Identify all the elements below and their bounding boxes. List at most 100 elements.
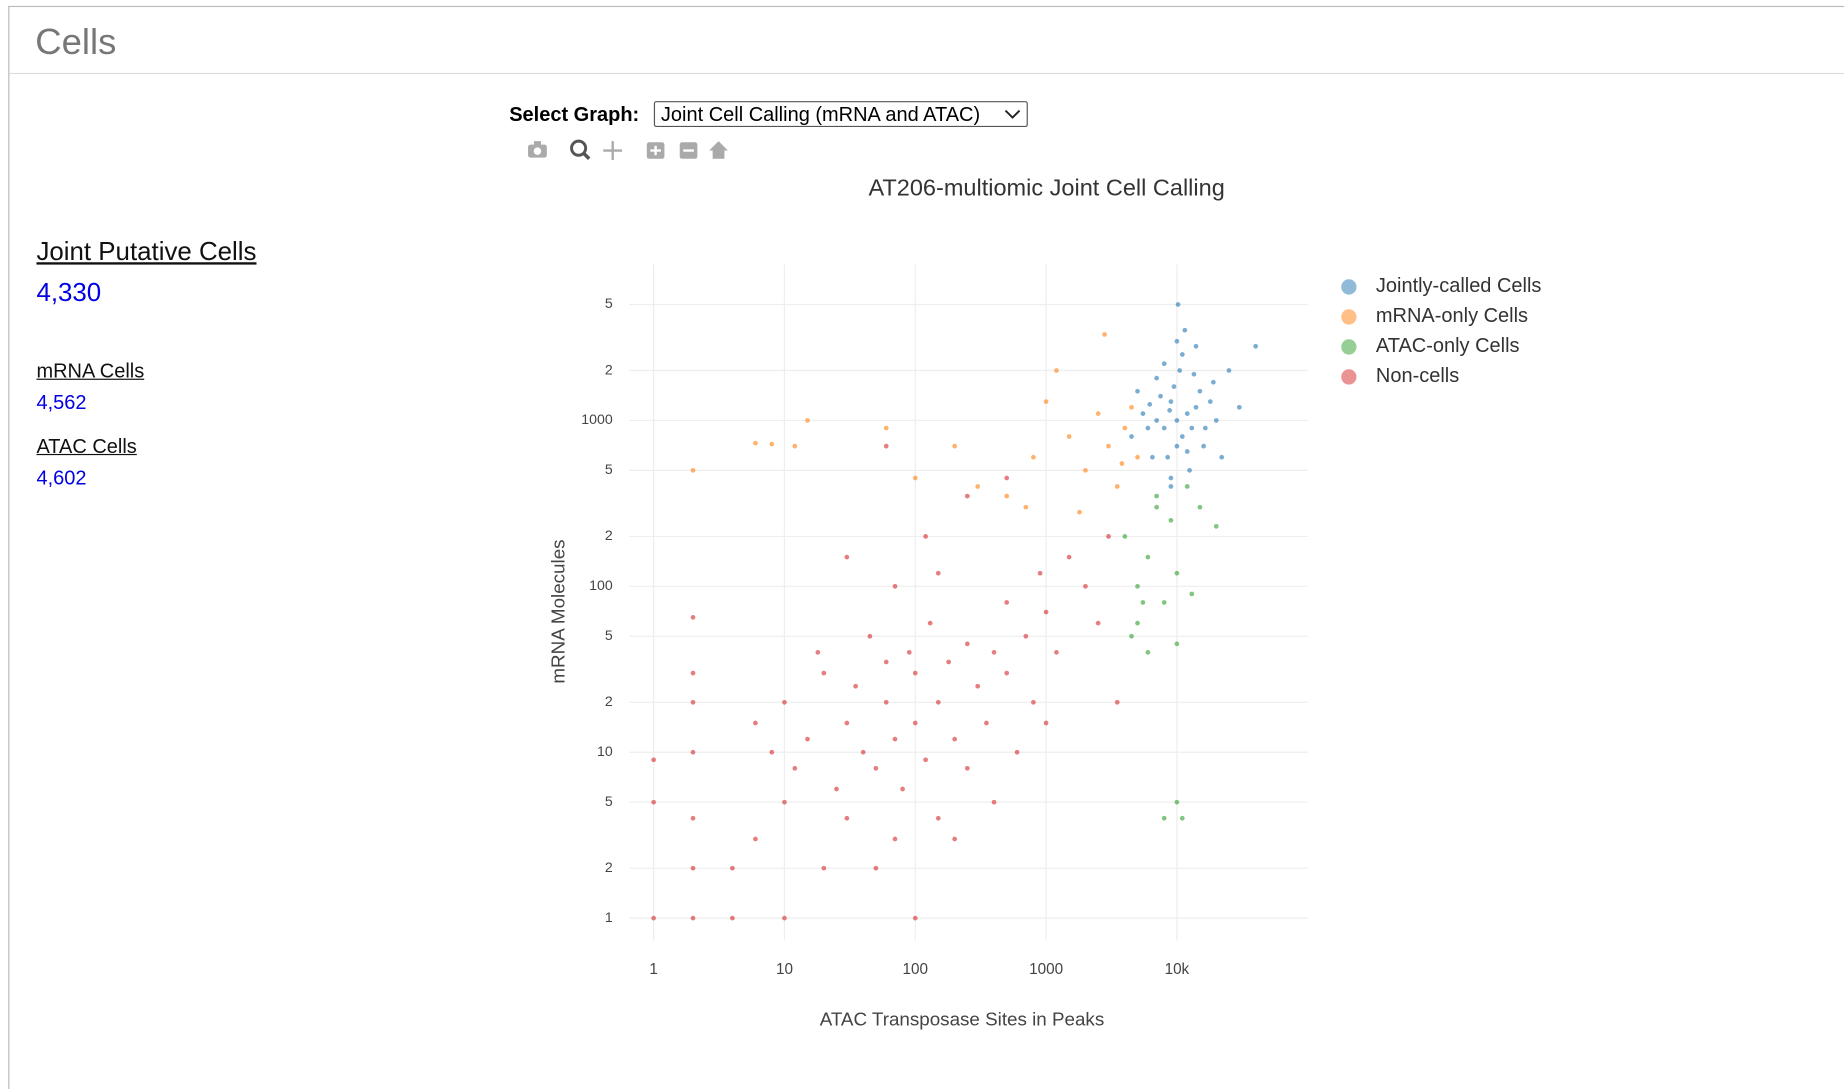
point (1168, 484, 1174, 489)
point (1177, 368, 1183, 373)
point (1145, 650, 1151, 655)
point (946, 659, 952, 665)
point (690, 915, 696, 921)
legend-swatch (1341, 369, 1357, 385)
point (912, 670, 918, 676)
point (769, 441, 775, 447)
legend-label: Jointly-called Cells (1376, 275, 1542, 297)
point (935, 815, 941, 821)
point (1175, 302, 1181, 307)
legend-label: Non-cells (1376, 365, 1459, 387)
point (1106, 443, 1111, 449)
toolbar (528, 139, 728, 161)
point (690, 670, 696, 676)
point (912, 915, 918, 921)
point (1004, 670, 1010, 676)
point (935, 699, 941, 705)
point (753, 720, 758, 726)
toolbar-zoom-in[interactable] (646, 142, 665, 159)
point (792, 765, 798, 771)
point (860, 749, 866, 755)
point (952, 836, 957, 842)
point (1154, 504, 1159, 510)
point (821, 670, 827, 676)
point (1213, 523, 1219, 529)
point (1043, 609, 1049, 615)
point (1077, 509, 1082, 515)
page-title: Cells (35, 21, 117, 63)
point (923, 534, 928, 539)
point (730, 865, 735, 871)
metric-value: 4,602 (36, 466, 87, 490)
point (1145, 554, 1151, 560)
point (1043, 720, 1049, 726)
metric-label: ATAC Cells (36, 435, 137, 458)
toolbar-camera[interactable] (528, 141, 547, 158)
point (1147, 402, 1153, 407)
series (651, 443, 1120, 921)
point (1168, 399, 1174, 404)
y-tick-label: 2 (605, 361, 613, 377)
y-tick-label: 2 (605, 859, 613, 875)
point (1102, 332, 1107, 337)
point (873, 865, 879, 871)
point (984, 720, 989, 726)
point (844, 554, 850, 560)
point (1191, 371, 1197, 377)
toolbar-zoom[interactable] (570, 139, 591, 161)
point (1174, 418, 1180, 423)
point (1179, 352, 1185, 357)
point (1165, 454, 1171, 460)
point (805, 418, 810, 423)
point (1004, 493, 1010, 499)
point (964, 641, 970, 647)
point (1145, 425, 1151, 431)
point (690, 815, 696, 821)
select-value: Joint Cell Calling (mRNA and ATAC) (660, 103, 981, 126)
point (1150, 454, 1155, 460)
point (1207, 399, 1213, 404)
point (1122, 534, 1128, 539)
point (1161, 361, 1167, 367)
point (900, 786, 905, 792)
point (753, 440, 758, 446)
point (883, 443, 889, 449)
point (1066, 434, 1072, 439)
point (1135, 388, 1140, 394)
point (1129, 434, 1134, 439)
point (1167, 408, 1172, 413)
point (1122, 425, 1128, 431)
point (1168, 517, 1174, 523)
point (690, 749, 696, 755)
y-axis-title: mRNA Molecules (548, 539, 569, 683)
point (1174, 570, 1180, 576)
toolbar-pan[interactable] (603, 141, 623, 160)
point (1154, 418, 1159, 423)
chart-title: AT206-multiomic Joint Cell Calling (868, 175, 1224, 201)
point (651, 799, 656, 805)
point (1197, 504, 1203, 510)
x-axis-title: ATAC Transposase Sites in Peaks (820, 1009, 1105, 1030)
point (1135, 620, 1140, 626)
x-tick-label: 10k (1165, 961, 1190, 978)
point (1193, 343, 1199, 349)
legend-swatch (1341, 309, 1357, 325)
toolbar-zoom-out[interactable] (679, 142, 698, 159)
grid (629, 264, 1308, 941)
legend-swatch (1341, 339, 1357, 355)
divider (9, 72, 1844, 75)
point (873, 765, 879, 771)
toolbar-home[interactable] (709, 141, 728, 159)
point (690, 468, 696, 473)
point (1226, 368, 1232, 373)
screen: Cells Joint Putative Cells 4,330 mRNA Ce… (8, 5, 1844, 1089)
point (844, 720, 850, 726)
point (1201, 443, 1206, 449)
point (769, 749, 775, 755)
y-tick-label: 5 (605, 295, 613, 311)
point (1031, 699, 1036, 705)
graph-select[interactable]: Joint Cell Calling (mRNA and ATAC) (653, 101, 1028, 128)
legend-swatch (1341, 279, 1357, 295)
point (690, 865, 696, 871)
metric-label: Joint Putative Cells (36, 236, 257, 266)
